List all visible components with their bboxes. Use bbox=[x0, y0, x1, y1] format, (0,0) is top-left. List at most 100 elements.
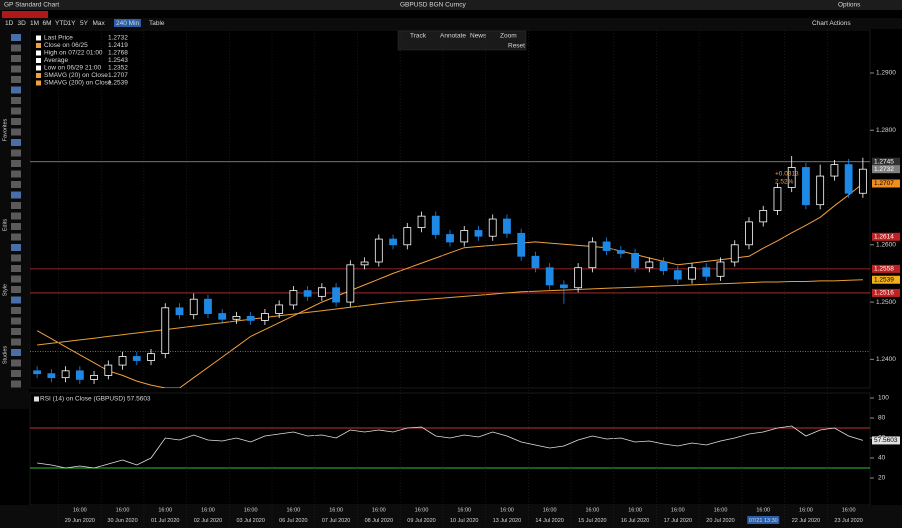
period-button[interactable]: 1Y bbox=[68, 20, 77, 27]
time-label: 16:00 bbox=[628, 507, 642, 513]
reset-button[interactable]: Reset bbox=[508, 43, 525, 50]
chart-tool[interactable]: Annotate bbox=[440, 33, 466, 40]
chart-tool[interactable]: News bbox=[470, 33, 487, 40]
candle-body bbox=[360, 261, 369, 266]
time-label: 16:00 bbox=[671, 507, 685, 513]
tool-icon[interactable] bbox=[11, 97, 21, 104]
candle-body bbox=[759, 210, 768, 223]
candle-body bbox=[460, 230, 469, 243]
y-tick-label: 1.2400 bbox=[876, 356, 896, 363]
candle-body bbox=[90, 374, 98, 380]
tool-icon[interactable] bbox=[11, 296, 21, 304]
date-label: 30 Jun 2020 bbox=[107, 518, 137, 524]
table-button[interactable]: Table bbox=[149, 20, 165, 27]
tool-icon[interactable] bbox=[11, 254, 21, 262]
tool-icon[interactable] bbox=[11, 76, 21, 83]
tool-icon[interactable] bbox=[11, 307, 21, 314]
candle-body bbox=[702, 267, 711, 277]
candle-body bbox=[47, 373, 56, 379]
tool-icon[interactable] bbox=[11, 212, 21, 220]
period-button[interactable]: YTD bbox=[55, 20, 68, 27]
time-label: 16:00 bbox=[756, 507, 770, 513]
frequency-button[interactable]: 240 Min bbox=[116, 20, 140, 27]
tool-icon[interactable] bbox=[11, 118, 21, 125]
tool-icon[interactable] bbox=[11, 338, 21, 346]
tool-icon[interactable] bbox=[11, 55, 21, 62]
tool-icon[interactable] bbox=[11, 349, 21, 356]
tool-icon[interactable] bbox=[11, 191, 21, 199]
chart-actions[interactable]: Chart Actions bbox=[812, 20, 851, 27]
red-tag[interactable] bbox=[2, 11, 48, 18]
moving-average-line bbox=[37, 279, 863, 346]
chart-tool[interactable]: Zoom bbox=[500, 33, 517, 40]
side-label: Studies bbox=[2, 346, 8, 365]
tool-icon[interactable] bbox=[11, 265, 21, 272]
tool-icon[interactable] bbox=[11, 34, 21, 41]
time-label: 16:00 bbox=[585, 507, 599, 513]
tool-icon[interactable] bbox=[11, 107, 21, 115]
legend-swatch bbox=[36, 50, 41, 56]
period-button[interactable]: 6M bbox=[43, 20, 52, 27]
tool-icon[interactable] bbox=[11, 86, 21, 94]
candle-body bbox=[389, 238, 397, 246]
side-label: Style bbox=[2, 284, 8, 296]
period-button[interactable]: 1M bbox=[30, 20, 39, 27]
change-annotation: +0.0313 bbox=[775, 171, 799, 178]
tool-icon[interactable] bbox=[11, 380, 21, 388]
chart-tool[interactable]: Track bbox=[410, 33, 427, 40]
price-label: 1.2614 bbox=[874, 233, 894, 240]
time-label: 16:00 bbox=[799, 507, 813, 513]
options[interactable]: Options bbox=[838, 2, 861, 9]
price-plot bbox=[30, 156, 870, 388]
tool-icon[interactable] bbox=[11, 170, 21, 178]
time-label: 16:00 bbox=[543, 507, 557, 513]
candle-body bbox=[602, 241, 611, 251]
time-label: 16:00 bbox=[842, 507, 856, 513]
tool-icon[interactable] bbox=[11, 223, 21, 230]
candle-body bbox=[132, 356, 141, 361]
candle-body bbox=[659, 261, 668, 271]
tool-icon[interactable] bbox=[11, 317, 21, 325]
price-label-bg bbox=[872, 264, 900, 273]
tool-icon[interactable] bbox=[11, 244, 21, 251]
candle-body bbox=[118, 356, 127, 366]
legend-swatch bbox=[36, 73, 41, 78]
tool-icon[interactable] bbox=[11, 44, 21, 52]
tool-icon[interactable] bbox=[11, 233, 21, 241]
tool-icon[interactable] bbox=[11, 275, 21, 283]
candle-body bbox=[816, 175, 825, 206]
candle-body bbox=[218, 313, 227, 320]
legend-swatch bbox=[36, 58, 41, 63]
rsi-last-bg bbox=[872, 436, 900, 445]
price-label: 1.2558 bbox=[874, 266, 894, 273]
tool-icon[interactable] bbox=[11, 160, 21, 167]
toolbar bbox=[0, 18, 902, 29]
candle-body bbox=[631, 252, 639, 269]
legend-label: Low on 06/29 21:00 bbox=[44, 65, 101, 72]
period-button[interactable]: 5Y bbox=[80, 20, 89, 27]
candle-body bbox=[261, 313, 269, 321]
tool-icon[interactable] bbox=[11, 359, 21, 367]
date-label: 20 Jul 2020 bbox=[706, 518, 734, 524]
period-button[interactable]: 3D bbox=[18, 20, 27, 27]
date-label: 06 Jul 2020 bbox=[279, 518, 307, 524]
tool-icon[interactable] bbox=[11, 370, 21, 377]
tool-icon[interactable] bbox=[11, 65, 21, 73]
tool-icon[interactable] bbox=[11, 139, 21, 146]
candle-body bbox=[33, 370, 42, 375]
period-button[interactable]: 1D bbox=[5, 20, 14, 27]
rsi-title: RSI (14) on Close (GBPUSD) 57.5603 bbox=[40, 396, 151, 403]
period-button[interactable]: Max bbox=[93, 20, 106, 27]
title-bar bbox=[0, 0, 902, 10]
price-label-bg bbox=[872, 288, 900, 297]
rsi-last-label: 57.5603 bbox=[874, 437, 898, 444]
candle-body bbox=[488, 218, 497, 237]
tool-icon[interactable] bbox=[11, 128, 21, 136]
tool-icon[interactable] bbox=[11, 328, 21, 335]
candle-body bbox=[559, 284, 568, 289]
tool-icon[interactable] bbox=[11, 149, 21, 157]
tool-icon[interactable] bbox=[11, 286, 21, 293]
tool-icon[interactable] bbox=[11, 181, 21, 188]
date-label: 16 Jul 2020 bbox=[621, 518, 649, 524]
tool-icon[interactable] bbox=[11, 202, 21, 209]
